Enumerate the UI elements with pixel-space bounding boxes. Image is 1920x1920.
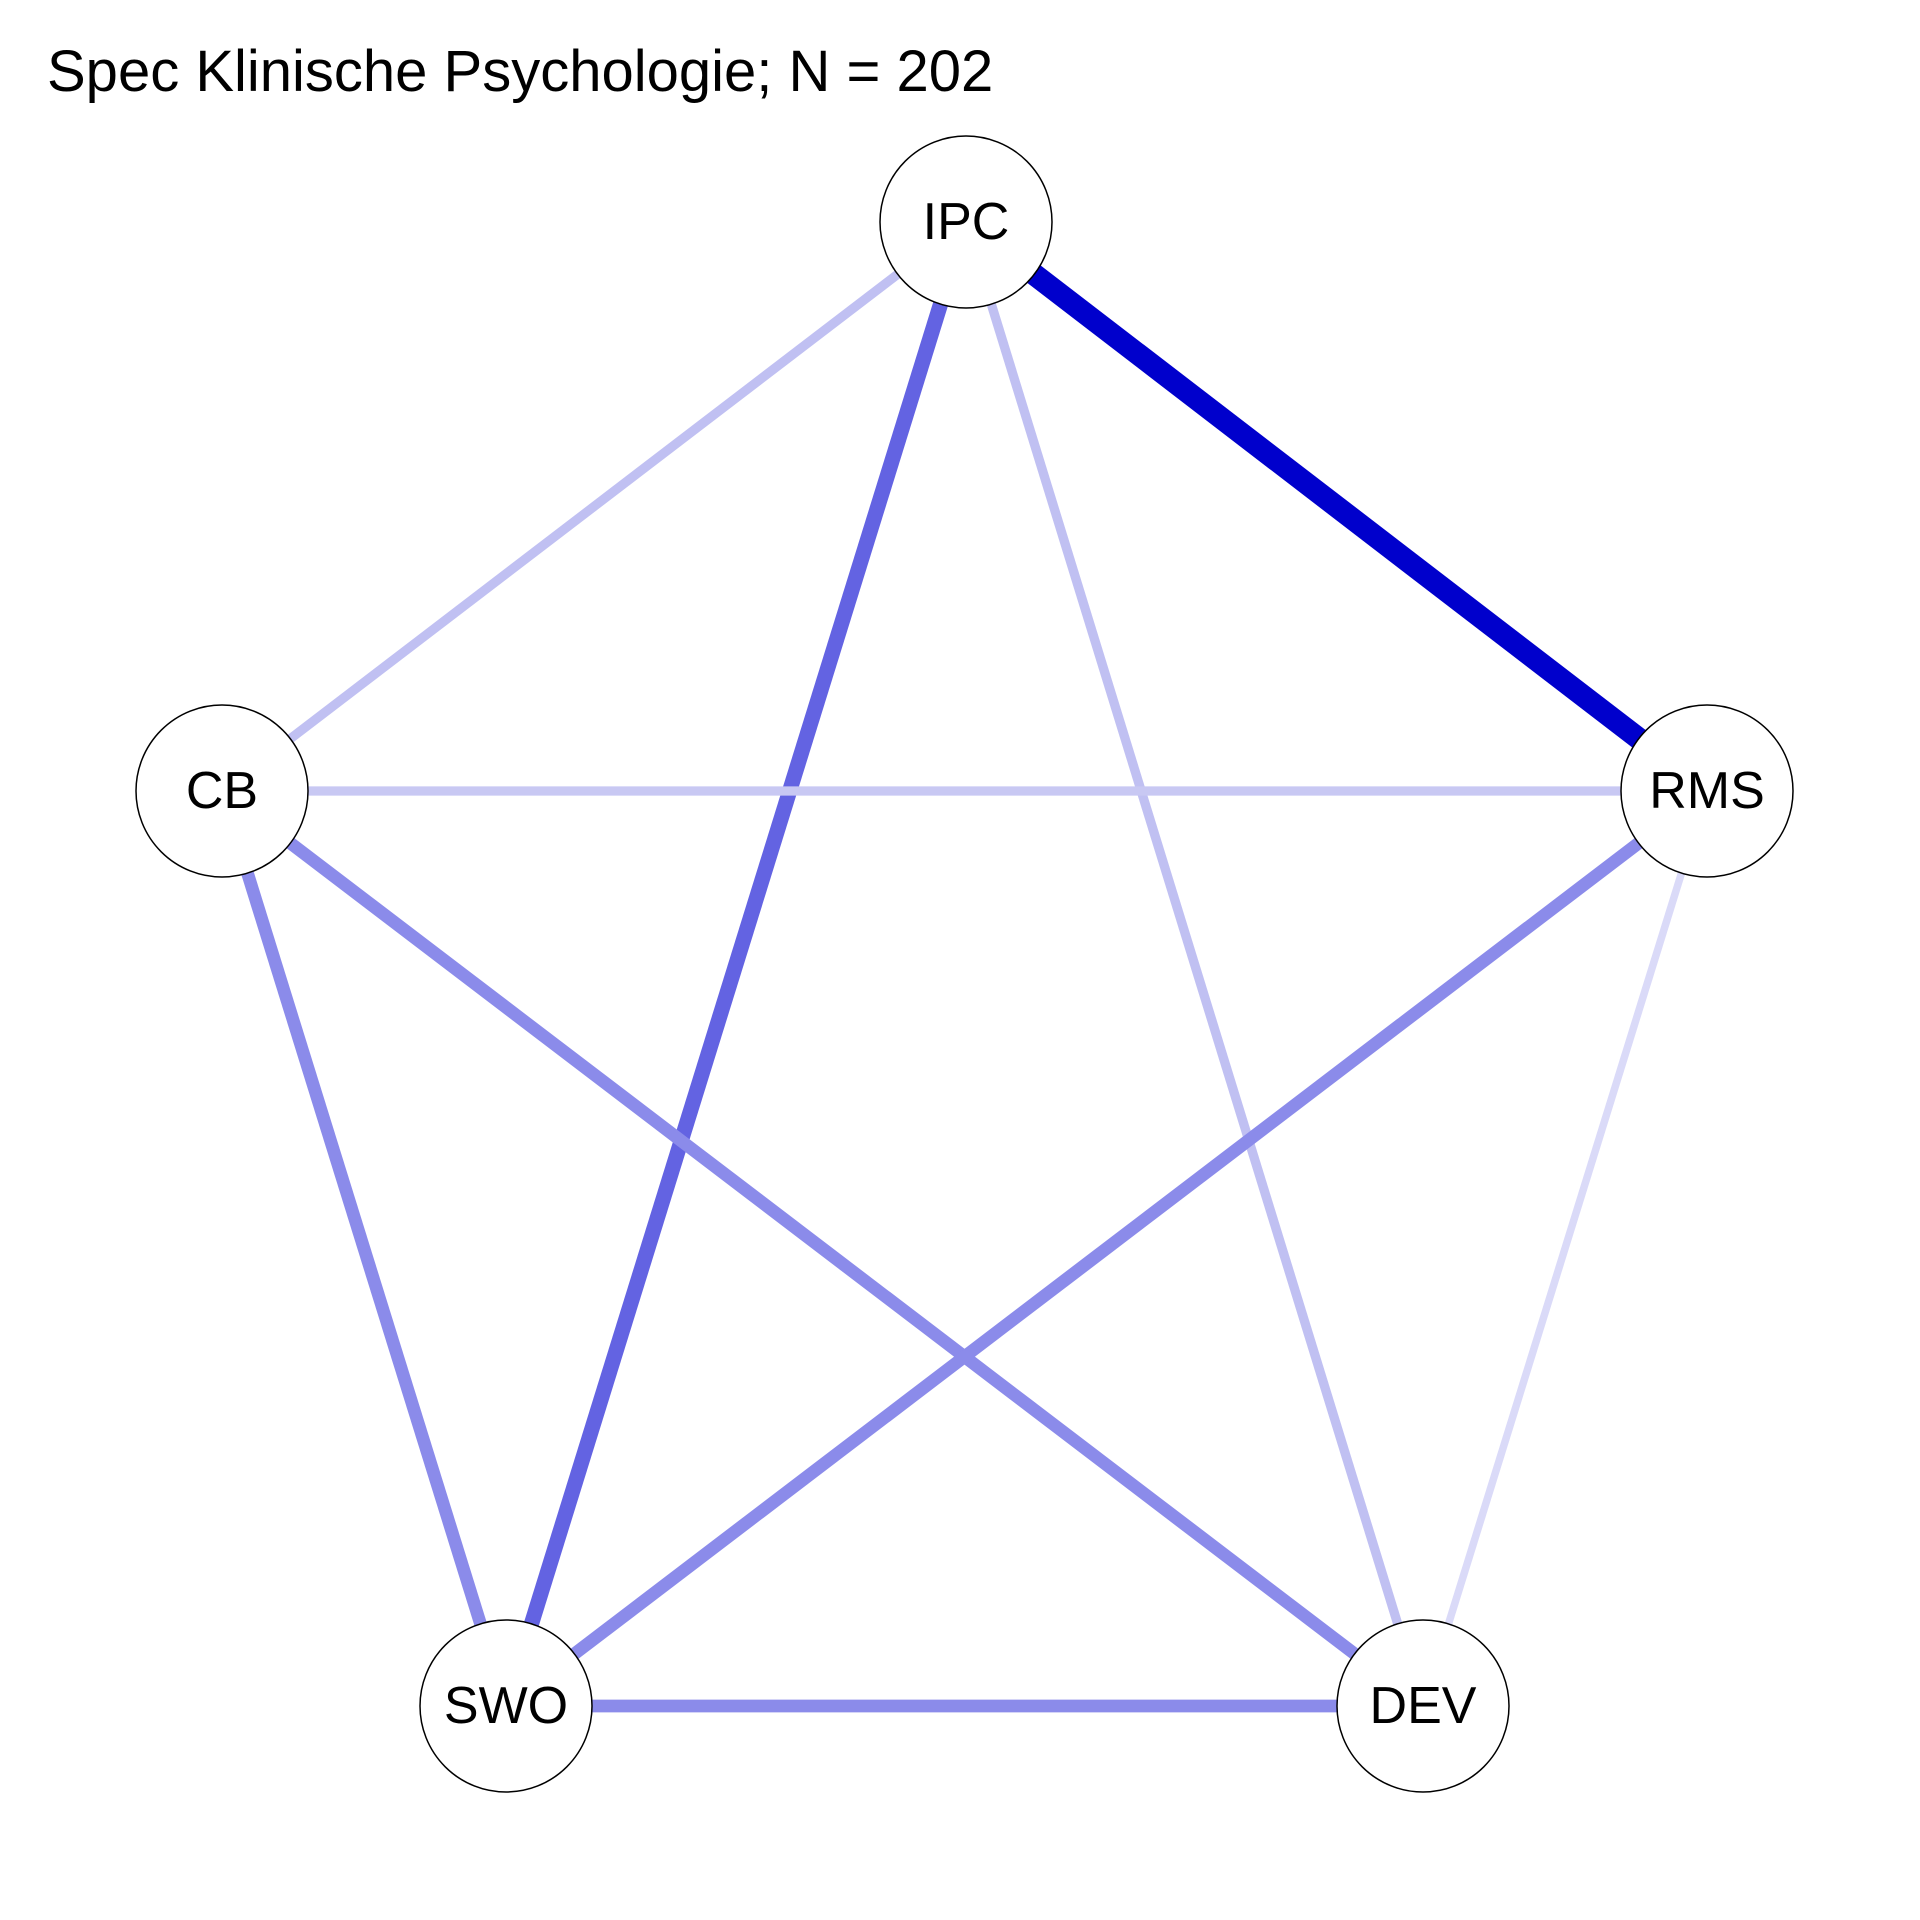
node-cb: CB — [135, 704, 309, 878]
graph-title: Spec Klinische Psychologie; N = 202 — [47, 39, 994, 104]
edge-ipc-dev — [961, 220, 1428, 1708]
node-dev: DEV — [1336, 1619, 1510, 1793]
edge-ipc-rms — [959, 213, 1714, 800]
edge-rms-swo — [502, 785, 1711, 1712]
node-label: IPC — [923, 193, 1010, 251]
node-ipc: IPC — [879, 135, 1053, 309]
node-circle — [879, 135, 1053, 309]
node-circle — [135, 704, 309, 878]
node-circle — [1620, 704, 1794, 878]
edge-rms-dev — [1419, 789, 1711, 1708]
node-label: DEV — [1370, 1677, 1477, 1735]
edge-cb-swo — [215, 789, 513, 1708]
node-label: CB — [186, 762, 258, 820]
edges-layer — [215, 213, 1714, 1713]
edge-ipc-swo — [498, 219, 974, 1709]
node-swo: SWO — [419, 1619, 593, 1793]
node-circle — [419, 1619, 593, 1793]
node-rms: RMS — [1620, 704, 1794, 878]
edge-ipc-cb — [219, 218, 969, 795]
node-label: RMS — [1649, 762, 1765, 820]
nodes-layer: IPC RMS DEV SWO CB — [135, 135, 1794, 1793]
edge-cb-dev — [218, 785, 1427, 1712]
node-circle — [1336, 1619, 1510, 1793]
node-label: SWO — [444, 1677, 568, 1735]
